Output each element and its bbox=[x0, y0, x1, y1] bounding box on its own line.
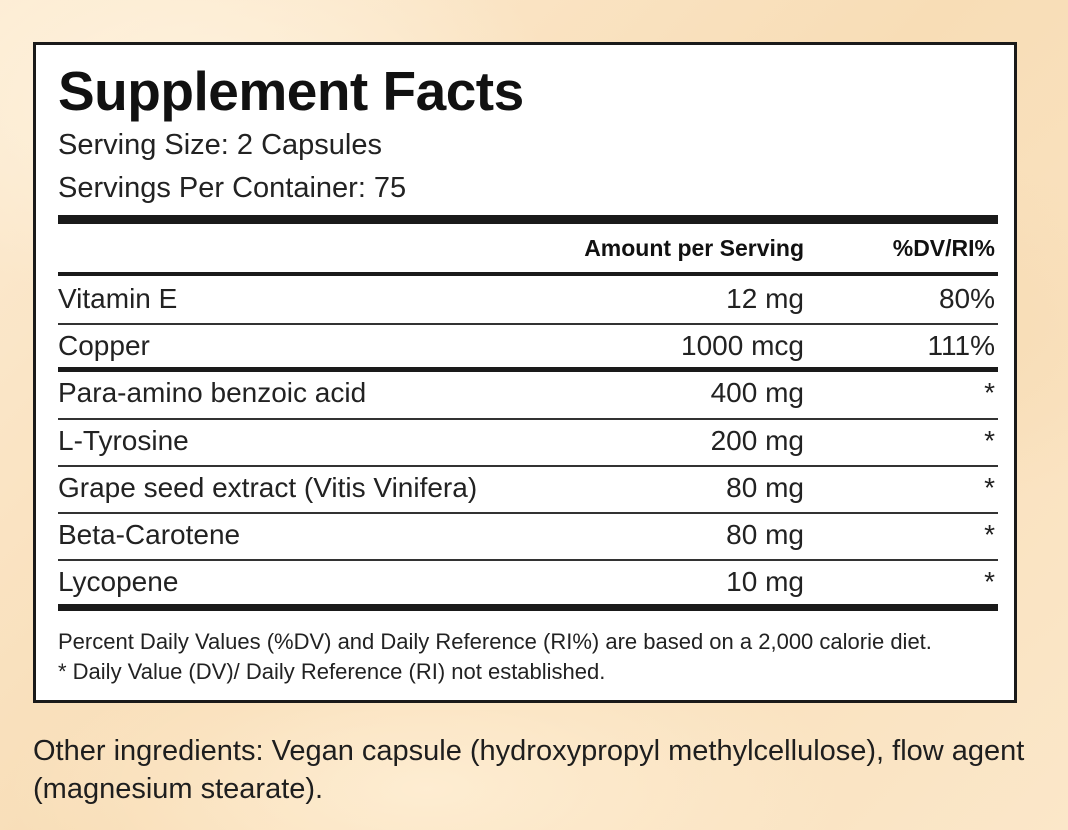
nutrient-amount: 1000 mcg bbox=[681, 330, 804, 361]
other-ingredients: Other ingredients: Vegan capsule (hydrox… bbox=[33, 735, 1025, 805]
nutrient-amount: 80 mg bbox=[726, 519, 804, 550]
column-header-dv: %DV/RI% bbox=[892, 235, 995, 261]
table-row: Lycopene 10 mg * bbox=[58, 560, 998, 604]
footnote-daily-values: Percent Daily Values (%DV) and Daily Ref… bbox=[58, 629, 932, 654]
nutrient-amount: 400 mg bbox=[710, 377, 804, 408]
nutrient-amount: 10 mg bbox=[726, 566, 804, 597]
footnote-not-established: * Daily Value (DV)/ Daily Reference (RI)… bbox=[58, 659, 606, 684]
row-divider bbox=[58, 418, 998, 420]
table-row: Copper 1000 mcg 111% bbox=[58, 324, 998, 368]
nutrient-dv: * bbox=[984, 472, 995, 503]
nutrient-amount: 12 mg bbox=[726, 283, 804, 314]
table-row: L-Tyrosine 200 mg * bbox=[58, 419, 998, 463]
nutrient-name: Beta-Carotene bbox=[58, 519, 241, 550]
row-divider bbox=[58, 559, 998, 561]
nutrient-amount: 80 mg bbox=[726, 472, 804, 503]
panel-title: Supplement Facts bbox=[58, 60, 524, 122]
header-divider bbox=[58, 272, 998, 276]
nutrient-dv: 111% bbox=[927, 330, 995, 361]
table-row: Para-amino benzoic acid 400 mg * bbox=[58, 371, 998, 415]
nutrient-dv: * bbox=[984, 377, 995, 408]
nutrient-dv: 80% bbox=[938, 283, 995, 314]
section-divider bbox=[58, 367, 998, 372]
servings-per-container: Servings Per Container: 75 bbox=[58, 172, 407, 204]
nutrient-dv: * bbox=[984, 566, 995, 597]
table-row: Vitamin E 12 mg 80% bbox=[58, 277, 998, 321]
nutrient-name: Lycopene bbox=[58, 566, 179, 597]
thick-divider bbox=[58, 215, 998, 224]
bottom-divider bbox=[58, 604, 998, 611]
nutrient-dv: * bbox=[984, 519, 995, 550]
nutrient-name: Copper bbox=[58, 330, 150, 361]
row-divider bbox=[58, 323, 998, 325]
serving-size: Serving Size: 2 Capsules bbox=[58, 129, 382, 161]
table-row: Grape seed extract (Vitis Vinifera) 80 m… bbox=[58, 466, 998, 510]
nutrient-name: Grape seed extract (Vitis Vinifera) bbox=[58, 472, 478, 503]
row-divider bbox=[58, 465, 998, 467]
nutrient-amount: 200 mg bbox=[710, 425, 804, 456]
nutrient-dv: * bbox=[984, 425, 995, 456]
supplement-facts-panel: Supplement Facts Serving Size: 2 Capsule… bbox=[33, 42, 1017, 703]
row-divider bbox=[58, 512, 998, 514]
nutrient-name: Vitamin E bbox=[58, 283, 178, 314]
column-header-amount: Amount per Serving bbox=[584, 235, 804, 261]
nutrient-name: Para-amino benzoic acid bbox=[58, 377, 367, 408]
table-row: Beta-Carotene 80 mg * bbox=[58, 513, 998, 557]
nutrient-name: L-Tyrosine bbox=[58, 425, 189, 456]
